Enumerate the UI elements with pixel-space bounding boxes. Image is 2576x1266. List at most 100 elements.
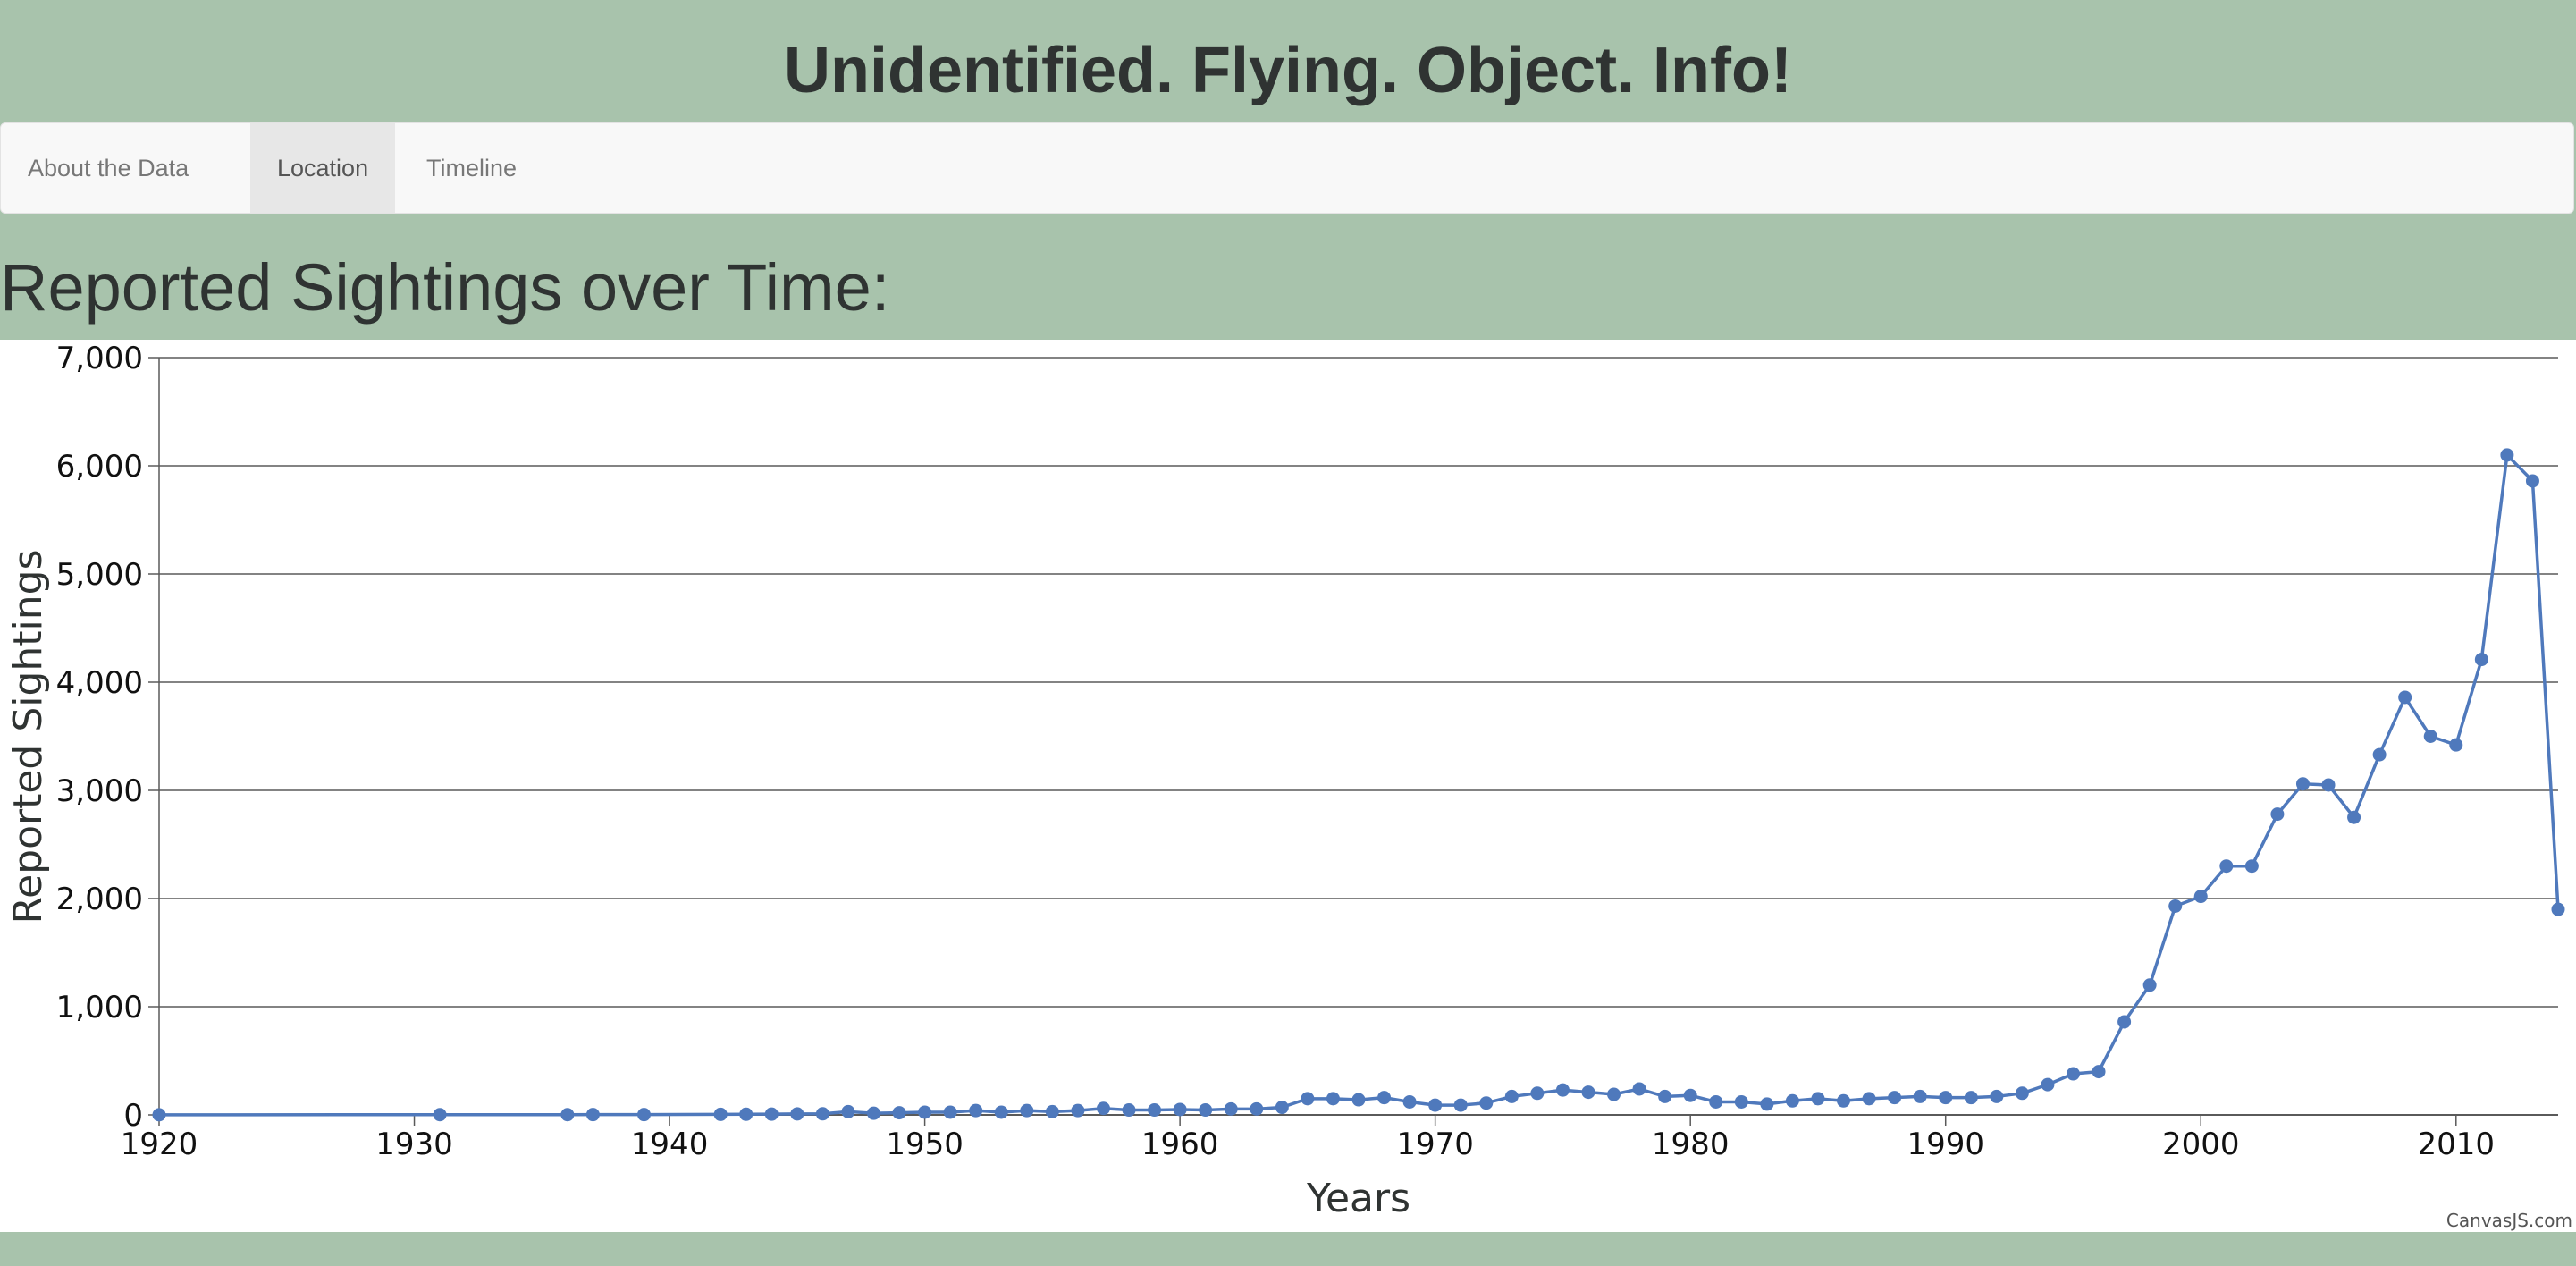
sightings-line-chart: 1920 1930 1940 1950 1960 1970 1980 1990 2000 2010…: [5, 341, 2572, 1231]
data-point[interactable]: [1301, 1092, 1315, 1106]
data-point[interactable]: [1555, 1083, 1570, 1097]
x-tick-label: 1920: [121, 1127, 198, 1162]
data-point[interactable]: [1122, 1103, 1136, 1118]
data-point[interactable]: [2244, 859, 2259, 874]
data-point[interactable]: [2372, 747, 2387, 762]
chart-credit[interactable]: CanvasJS.com: [2446, 1210, 2572, 1231]
data-point[interactable]: [1275, 1101, 1289, 1115]
data-point[interactable]: [1888, 1091, 1902, 1105]
data-point[interactable]: [1045, 1104, 1059, 1118]
x-tick-label: 1960: [1141, 1127, 1219, 1162]
data-point[interactable]: [943, 1105, 957, 1119]
nav-item-location[interactable]: Location: [250, 123, 396, 213]
data-point[interactable]: [2168, 899, 2183, 913]
data-point[interactable]: [2474, 653, 2488, 667]
data-point[interactable]: [2525, 474, 2539, 488]
data-point[interactable]: [1964, 1091, 1978, 1105]
data-point[interactable]: [1173, 1102, 1187, 1117]
data-point[interactable]: [866, 1106, 880, 1120]
data-point[interactable]: [815, 1107, 829, 1121]
data-point[interactable]: [994, 1105, 1008, 1119]
data-point[interactable]: [1224, 1101, 1238, 1116]
data-point[interactable]: [2066, 1067, 2080, 1081]
y-gridlines: [159, 357, 2558, 1008]
nav-item-about-the-data[interactable]: About the Data: [28, 155, 189, 181]
data-point[interactable]: [1071, 1103, 1085, 1118]
data-point[interactable]: [2295, 777, 2310, 791]
data-point[interactable]: [152, 1108, 166, 1122]
data-point[interactable]: [637, 1108, 652, 1122]
data-point[interactable]: [2092, 1065, 2106, 1079]
data-point[interactable]: [560, 1108, 575, 1122]
x-tick-label: 1990: [1907, 1127, 1984, 1162]
data-point[interactable]: [1734, 1094, 1748, 1109]
data-point[interactable]: [2219, 859, 2234, 874]
data-point[interactable]: [2142, 978, 2157, 992]
data-point[interactable]: [1760, 1097, 1774, 1111]
x-tick-label: 2010: [2418, 1127, 2496, 1162]
nav-item-timeline[interactable]: Timeline: [426, 155, 518, 181]
data-point[interactable]: [2321, 778, 2336, 792]
data-point[interactable]: [1607, 1087, 1621, 1101]
data-point[interactable]: [1837, 1093, 1851, 1108]
y-tick-label: 1,000: [56, 990, 143, 1025]
data-point[interactable]: [2117, 1015, 2132, 1029]
y-tick-label: 2,000: [56, 882, 143, 917]
data-point[interactable]: [713, 1107, 728, 1121]
data-point[interactable]: [1658, 1089, 1672, 1103]
data-point[interactable]: [1862, 1092, 1876, 1106]
y-tick-label: 0: [123, 1098, 143, 1134]
data-point[interactable]: [585, 1108, 600, 1122]
data-point[interactable]: [790, 1107, 804, 1121]
data-point[interactable]: [1020, 1103, 1034, 1118]
y-tick-label: 7,000: [56, 341, 143, 376]
data-point[interactable]: [2270, 807, 2285, 822]
data-point[interactable]: [1479, 1096, 1494, 1110]
data-point[interactable]: [2398, 690, 2412, 705]
data-point[interactable]: [1428, 1098, 1443, 1112]
data-point[interactable]: [2193, 890, 2208, 904]
data-point[interactable]: [1530, 1086, 1545, 1101]
data-point[interactable]: [2015, 1086, 2029, 1101]
data-point[interactable]: [433, 1108, 447, 1122]
data-point[interactable]: [1453, 1098, 1468, 1112]
data-point[interactable]: [1148, 1103, 1162, 1118]
data-point[interactable]: [892, 1106, 906, 1120]
y-tick-label: 5,000: [56, 557, 143, 593]
y-tick-label: 6,000: [56, 449, 143, 485]
data-point[interactable]: [2041, 1077, 2055, 1092]
x-tick-label: 1950: [886, 1127, 964, 1162]
data-point[interactable]: [764, 1107, 779, 1121]
y-axis: 0 1,000 2,000 3,000 4,000 5,000 6,000 7,000: [56, 341, 160, 1134]
data-point[interactable]: [1326, 1092, 1340, 1106]
data-point[interactable]: [1402, 1094, 1417, 1109]
data-point[interactable]: [1990, 1089, 2004, 1103]
data-point[interactable]: [1504, 1089, 1519, 1103]
data-point[interactable]: [969, 1103, 983, 1118]
data-point[interactable]: [739, 1107, 753, 1121]
data-point[interactable]: [1709, 1094, 1723, 1109]
data-point[interactable]: [1632, 1082, 1646, 1096]
data-point[interactable]: [1096, 1101, 1110, 1116]
data-point[interactable]: [1351, 1093, 1366, 1107]
data-point[interactable]: [1199, 1103, 1213, 1118]
x-axis-label: Years: [1306, 1176, 1410, 1221]
data-point[interactable]: [1913, 1089, 1927, 1103]
data-point[interactable]: [1250, 1101, 1264, 1116]
data-point[interactable]: [2347, 810, 2361, 824]
data-point[interactable]: [2500, 448, 2514, 462]
series-group: [152, 448, 2565, 1122]
data-point[interactable]: [1581, 1085, 1595, 1100]
data-point[interactable]: [2423, 730, 2437, 743]
y-tick-label: 4,000: [56, 665, 143, 701]
data-point[interactable]: [1785, 1093, 1799, 1108]
data-point[interactable]: [1811, 1092, 1825, 1106]
data-point[interactable]: [2551, 902, 2565, 916]
data-point[interactable]: [841, 1104, 855, 1118]
data-point[interactable]: [2449, 738, 2463, 752]
data-point[interactable]: [1939, 1091, 1953, 1105]
data-point[interactable]: [1377, 1091, 1392, 1105]
data-point[interactable]: [918, 1105, 932, 1119]
data-point[interactable]: [1683, 1088, 1697, 1102]
x-axis: 1920 1930 1940 1950 1960 1970 1980 1990 2000 2010: [121, 1114, 2558, 1162]
